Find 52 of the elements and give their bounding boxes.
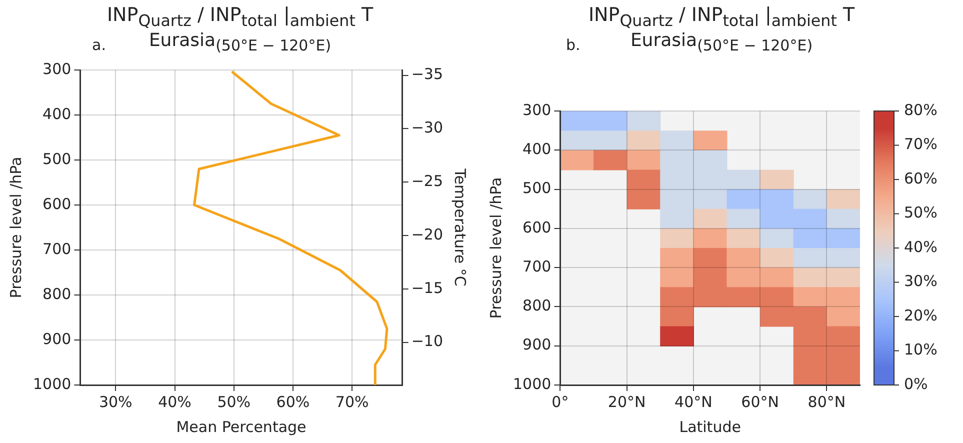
y2-tick-label: −25: [411, 172, 443, 190]
color-bar-label: 30%: [904, 272, 938, 290]
x-tick-label: 50%: [217, 392, 251, 411]
text: a.: [92, 36, 106, 54]
y2-tick-label: −20: [411, 225, 443, 244]
x-axis-title: Latitude: [679, 418, 741, 436]
chart-subtitle: Eurasia$_{(50°E − 120°E)}$: [630, 30, 813, 55]
color-bar-label: 80%: [904, 100, 938, 119]
x-tick-label: 0°: [552, 392, 569, 411]
color-bar-label: 10%: [904, 340, 938, 359]
y-tick-label: 800: [522, 296, 552, 315]
y2-tick-label: −35: [411, 65, 443, 84]
color-bar-label: 70%: [904, 135, 938, 154]
x-tick-label: 60°N: [741, 392, 779, 411]
y-tick-label: 500: [522, 179, 552, 198]
color-bar-label: 50%: [904, 204, 938, 222]
y-tick-label: 400: [522, 140, 552, 158]
chart-title: INP$_{Quartz}$ / INP$_{total}$ |$_{ambient}$ T: [106, 3, 374, 30]
x-tick-label: 40%: [158, 392, 192, 411]
color-bar-label: 60%: [904, 169, 938, 188]
chart-title: INP$_{Quartz}$ / INP$_{total}$ |$_{ambient}$ T: [587, 3, 856, 30]
y-tick-label: 700: [522, 257, 552, 276]
y2-tick-label: −15: [411, 278, 443, 297]
y-axis-title: Pressure level /hPa: [6, 156, 25, 298]
x-tick-label: 80°N: [808, 392, 846, 411]
color-bar-label: 40%: [904, 238, 938, 256]
color-bar-label: 20%: [904, 306, 938, 324]
chart-subtitle: Eurasia$_{(50°E − 120°E)}$: [148, 30, 332, 55]
x-axis-title: Mean Percentage: [176, 418, 306, 436]
y-tick-label: 400: [42, 104, 72, 123]
y-tick-label: 900: [42, 330, 72, 348]
y-tick-label: 1000: [512, 374, 552, 393]
x-tick-label: 40°N: [674, 392, 712, 411]
y-axis-title: Pressure level /hPa: [486, 177, 505, 319]
x-tick-label: 70%: [335, 392, 369, 411]
y2-axis-title: Temperature °C: [451, 168, 470, 286]
y-tick-label: 600: [42, 194, 72, 213]
y-tick-label: 300: [522, 100, 552, 119]
y-tick-label: 1000: [32, 374, 72, 393]
y2-tick-label: −10: [411, 332, 443, 350]
y-tick-label: 300: [42, 60, 72, 78]
text: b.: [566, 36, 580, 54]
x-tick-label: 30%: [98, 392, 132, 411]
y-tick-label: 900: [522, 336, 552, 354]
color-bar-label: 0%: [904, 374, 928, 393]
x-tick-label: 20°N: [608, 392, 646, 411]
y-tick-label: 700: [42, 240, 72, 258]
y-tick-label: 500: [42, 150, 72, 168]
y2-tick-label: −30: [411, 118, 443, 137]
y-tick-label: 600: [522, 218, 552, 236]
x-tick-label: 60%: [276, 392, 310, 411]
y-tick-label: 800: [42, 284, 72, 303]
